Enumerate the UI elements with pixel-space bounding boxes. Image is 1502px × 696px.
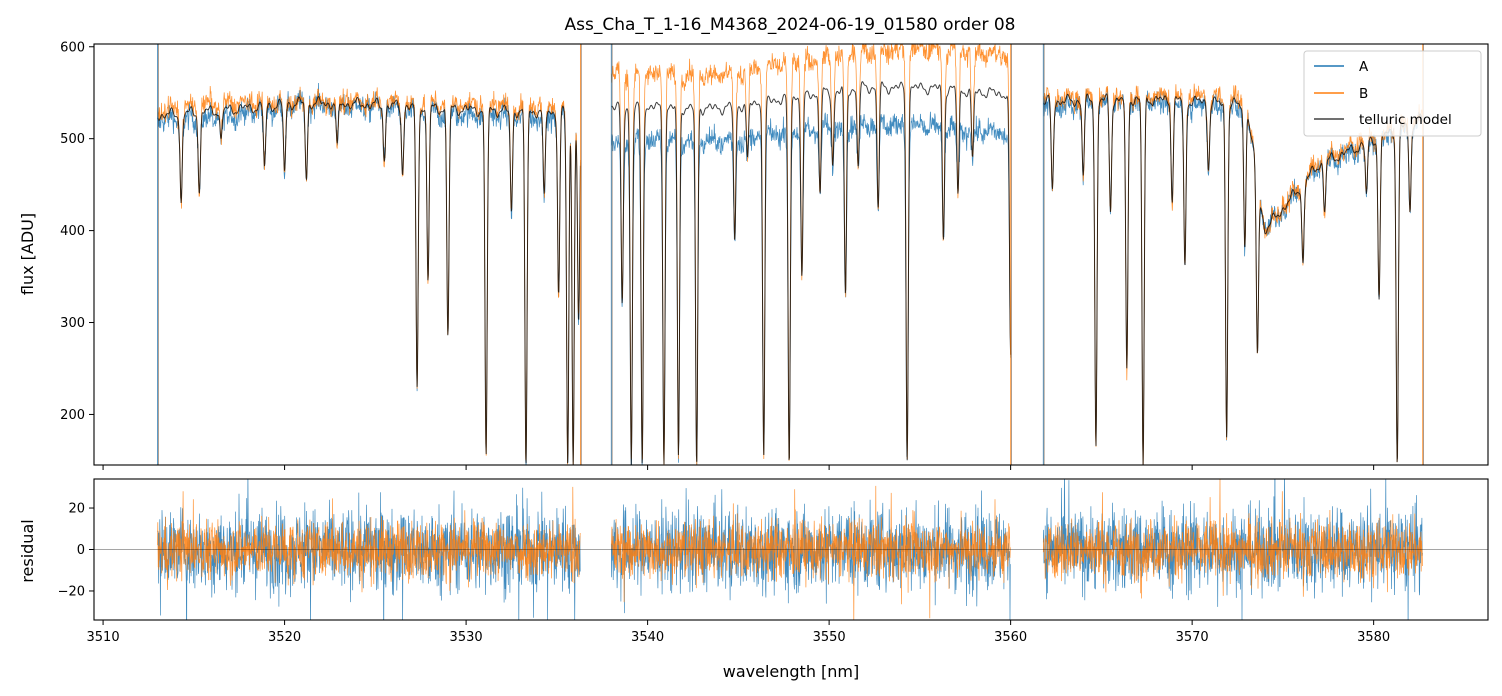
legend-label-a: A	[1359, 59, 1369, 75]
bottom-xtick-label-3540: 3540	[631, 630, 664, 645]
legend-label-b: B	[1359, 86, 1368, 102]
bottom-ytick-label-0: 0	[77, 543, 85, 558]
bottom-y-axis: −20 0 20	[58, 502, 94, 599]
bottom-plot-area	[94, 479, 1488, 620]
bottom-ytick-label--20: −20	[58, 584, 85, 599]
top-ytick-label-400: 400	[60, 224, 85, 239]
bottom-xtick-label-3560: 3560	[994, 630, 1027, 645]
top-ytick-label-300: 300	[60, 316, 85, 331]
bottom-xtick-label-3580: 3580	[1357, 630, 1390, 645]
top-ytick-label-200: 200	[60, 408, 85, 423]
bottom-x-axis: 3510 3520 3530 3540 3550 3560 3570 3580	[87, 620, 1390, 645]
chart-title: Ass_Cha_T_1-16_M4368_2024-06-19_01580 or…	[565, 15, 1016, 35]
top-x-axis	[102, 465, 1375, 470]
telluric-model-line	[157, 81, 1423, 465]
top-panel: 200 300 400 500 600 flux [ADU] A B telluric …	[18, 40, 1489, 470]
top-plot-area	[157, 44, 1424, 465]
legend-box	[1303, 50, 1482, 137]
top-y-axis-label: flux [ADU]	[18, 213, 37, 295]
x-axis-label: wavelength [nm]	[723, 662, 860, 681]
bottom-xtick-label-3520: 3520	[268, 630, 301, 645]
bottom-y-axis-label: residual	[18, 519, 37, 582]
bottom-xtick-label-3530: 3530	[450, 630, 483, 645]
top-axes-frame	[93, 43, 1489, 466]
bottom-ytick-label-20: 20	[68, 502, 85, 517]
legend-label-telluric: telluric model	[1359, 112, 1452, 128]
bottom-xtick-label-3510: 3510	[87, 630, 120, 645]
top-ytick-label-600: 600	[60, 40, 85, 55]
legend: A B telluric model	[1303, 50, 1482, 137]
bottom-xtick-label-3550: 3550	[813, 630, 846, 645]
top-y-axis: 200 300 400 500 600	[60, 40, 94, 423]
bottom-xtick-label-3570: 3570	[1176, 630, 1209, 645]
top-ytick-label-500: 500	[60, 132, 85, 147]
